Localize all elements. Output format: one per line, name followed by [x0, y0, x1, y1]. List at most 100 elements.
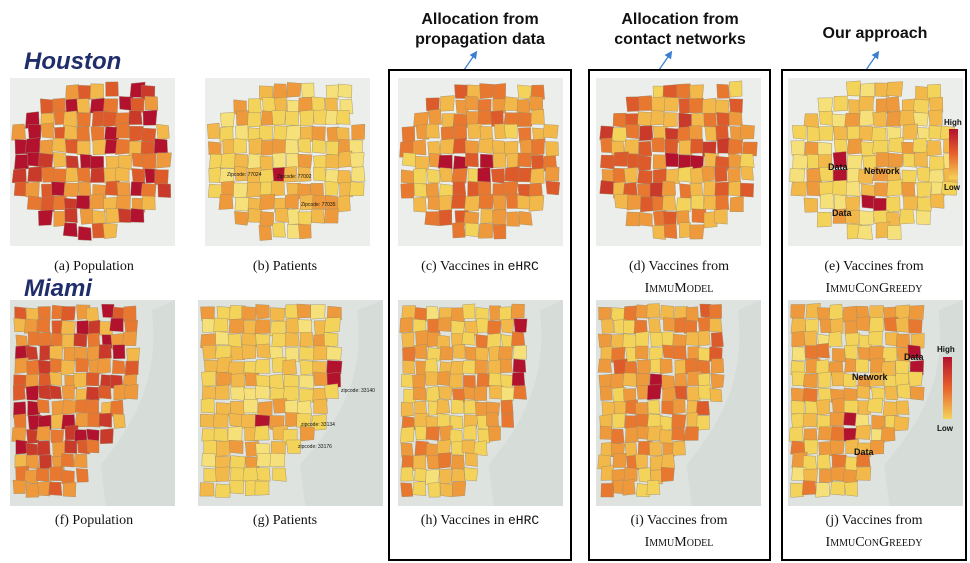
map-region	[142, 152, 157, 170]
map-region	[258, 125, 274, 141]
map-region	[401, 415, 416, 430]
frame-ours	[781, 69, 967, 561]
map-cells	[398, 78, 563, 246]
map-region	[532, 127, 546, 143]
map-region	[788, 426, 804, 442]
map-region	[25, 345, 39, 361]
map-cells	[10, 300, 175, 506]
map-region	[913, 112, 929, 127]
map-region	[842, 305, 858, 323]
map-region	[452, 124, 468, 140]
map-region	[76, 98, 90, 114]
map-region	[647, 383, 662, 401]
map-region	[312, 387, 328, 403]
map-region	[424, 358, 439, 374]
map-region	[14, 154, 30, 170]
map-region	[74, 412, 90, 428]
map-region	[122, 330, 138, 346]
map-region	[635, 345, 649, 360]
map-region	[646, 480, 661, 495]
map-region	[625, 211, 641, 227]
map-region	[452, 181, 467, 197]
map-region	[118, 154, 133, 172]
map-region	[727, 138, 743, 155]
map-region	[450, 320, 465, 335]
map-region	[872, 111, 887, 127]
map-region	[199, 482, 215, 497]
map-region	[492, 224, 507, 240]
map-region	[452, 221, 466, 239]
map-houston-immumodel	[596, 78, 761, 246]
map-region	[855, 466, 872, 481]
map-region	[38, 384, 52, 400]
map-region	[829, 412, 845, 427]
map-region	[790, 400, 805, 415]
map-region	[634, 453, 648, 469]
map-region	[230, 386, 245, 401]
map-water	[299, 300, 383, 506]
map-region	[696, 359, 711, 374]
map-region	[908, 305, 925, 320]
map-region	[789, 168, 805, 183]
map-region	[701, 166, 715, 182]
city-label-miami: Miami	[24, 275, 93, 302]
map-region	[102, 98, 119, 114]
map-region	[488, 372, 503, 387]
map-region	[272, 152, 286, 168]
map-region	[703, 195, 718, 211]
map-region	[60, 453, 75, 468]
map-region	[689, 182, 704, 198]
map-region	[832, 347, 846, 362]
map-region	[311, 126, 326, 142]
map-cells	[596, 300, 761, 506]
caption-d-text: (d) Vaccines from	[628, 259, 730, 274]
caption-e-text: (e) Vaccines from	[824, 259, 924, 274]
map-region	[313, 109, 327, 125]
map-region	[35, 467, 50, 482]
map-region	[791, 330, 806, 348]
map-region	[506, 211, 520, 227]
map-region	[663, 97, 679, 112]
map-region	[477, 110, 492, 125]
map-region	[801, 480, 817, 496]
map-region	[622, 479, 636, 496]
map-region	[614, 194, 629, 210]
map-region	[413, 168, 427, 185]
map-region	[895, 400, 910, 415]
caption-h-text: (h) Vaccines in	[420, 513, 508, 528]
map-region	[843, 387, 858, 402]
map-region	[142, 109, 158, 126]
map-region	[710, 332, 724, 348]
map-region	[86, 439, 100, 454]
caption-e-sc: ImmuConGreedy	[825, 281, 923, 296]
map-region	[412, 481, 427, 496]
map-region	[818, 441, 833, 457]
map-region	[230, 373, 246, 389]
map-region	[688, 98, 704, 114]
map-region	[256, 343, 271, 359]
header-propagation-line2: propagation data	[415, 31, 545, 48]
map-region	[479, 126, 494, 141]
map-region	[412, 139, 427, 156]
map-region	[313, 398, 328, 414]
map-region	[660, 304, 675, 320]
map-region	[400, 426, 415, 443]
map-region	[325, 84, 340, 101]
map-region	[530, 108, 545, 125]
map-region	[844, 481, 858, 497]
map-region	[26, 195, 42, 211]
map-region	[463, 414, 479, 429]
map-region	[129, 208, 145, 223]
map-region	[426, 386, 440, 402]
map-region	[236, 110, 250, 126]
caption-d-sc: ImmuModel	[644, 281, 714, 296]
map-region	[255, 385, 270, 400]
map-region	[625, 96, 640, 112]
map-region	[203, 440, 218, 455]
map-region	[201, 385, 217, 400]
map-region	[269, 452, 286, 468]
map-region	[807, 126, 822, 143]
map-region	[487, 425, 501, 442]
map-region	[86, 307, 100, 322]
map-region	[690, 138, 704, 154]
